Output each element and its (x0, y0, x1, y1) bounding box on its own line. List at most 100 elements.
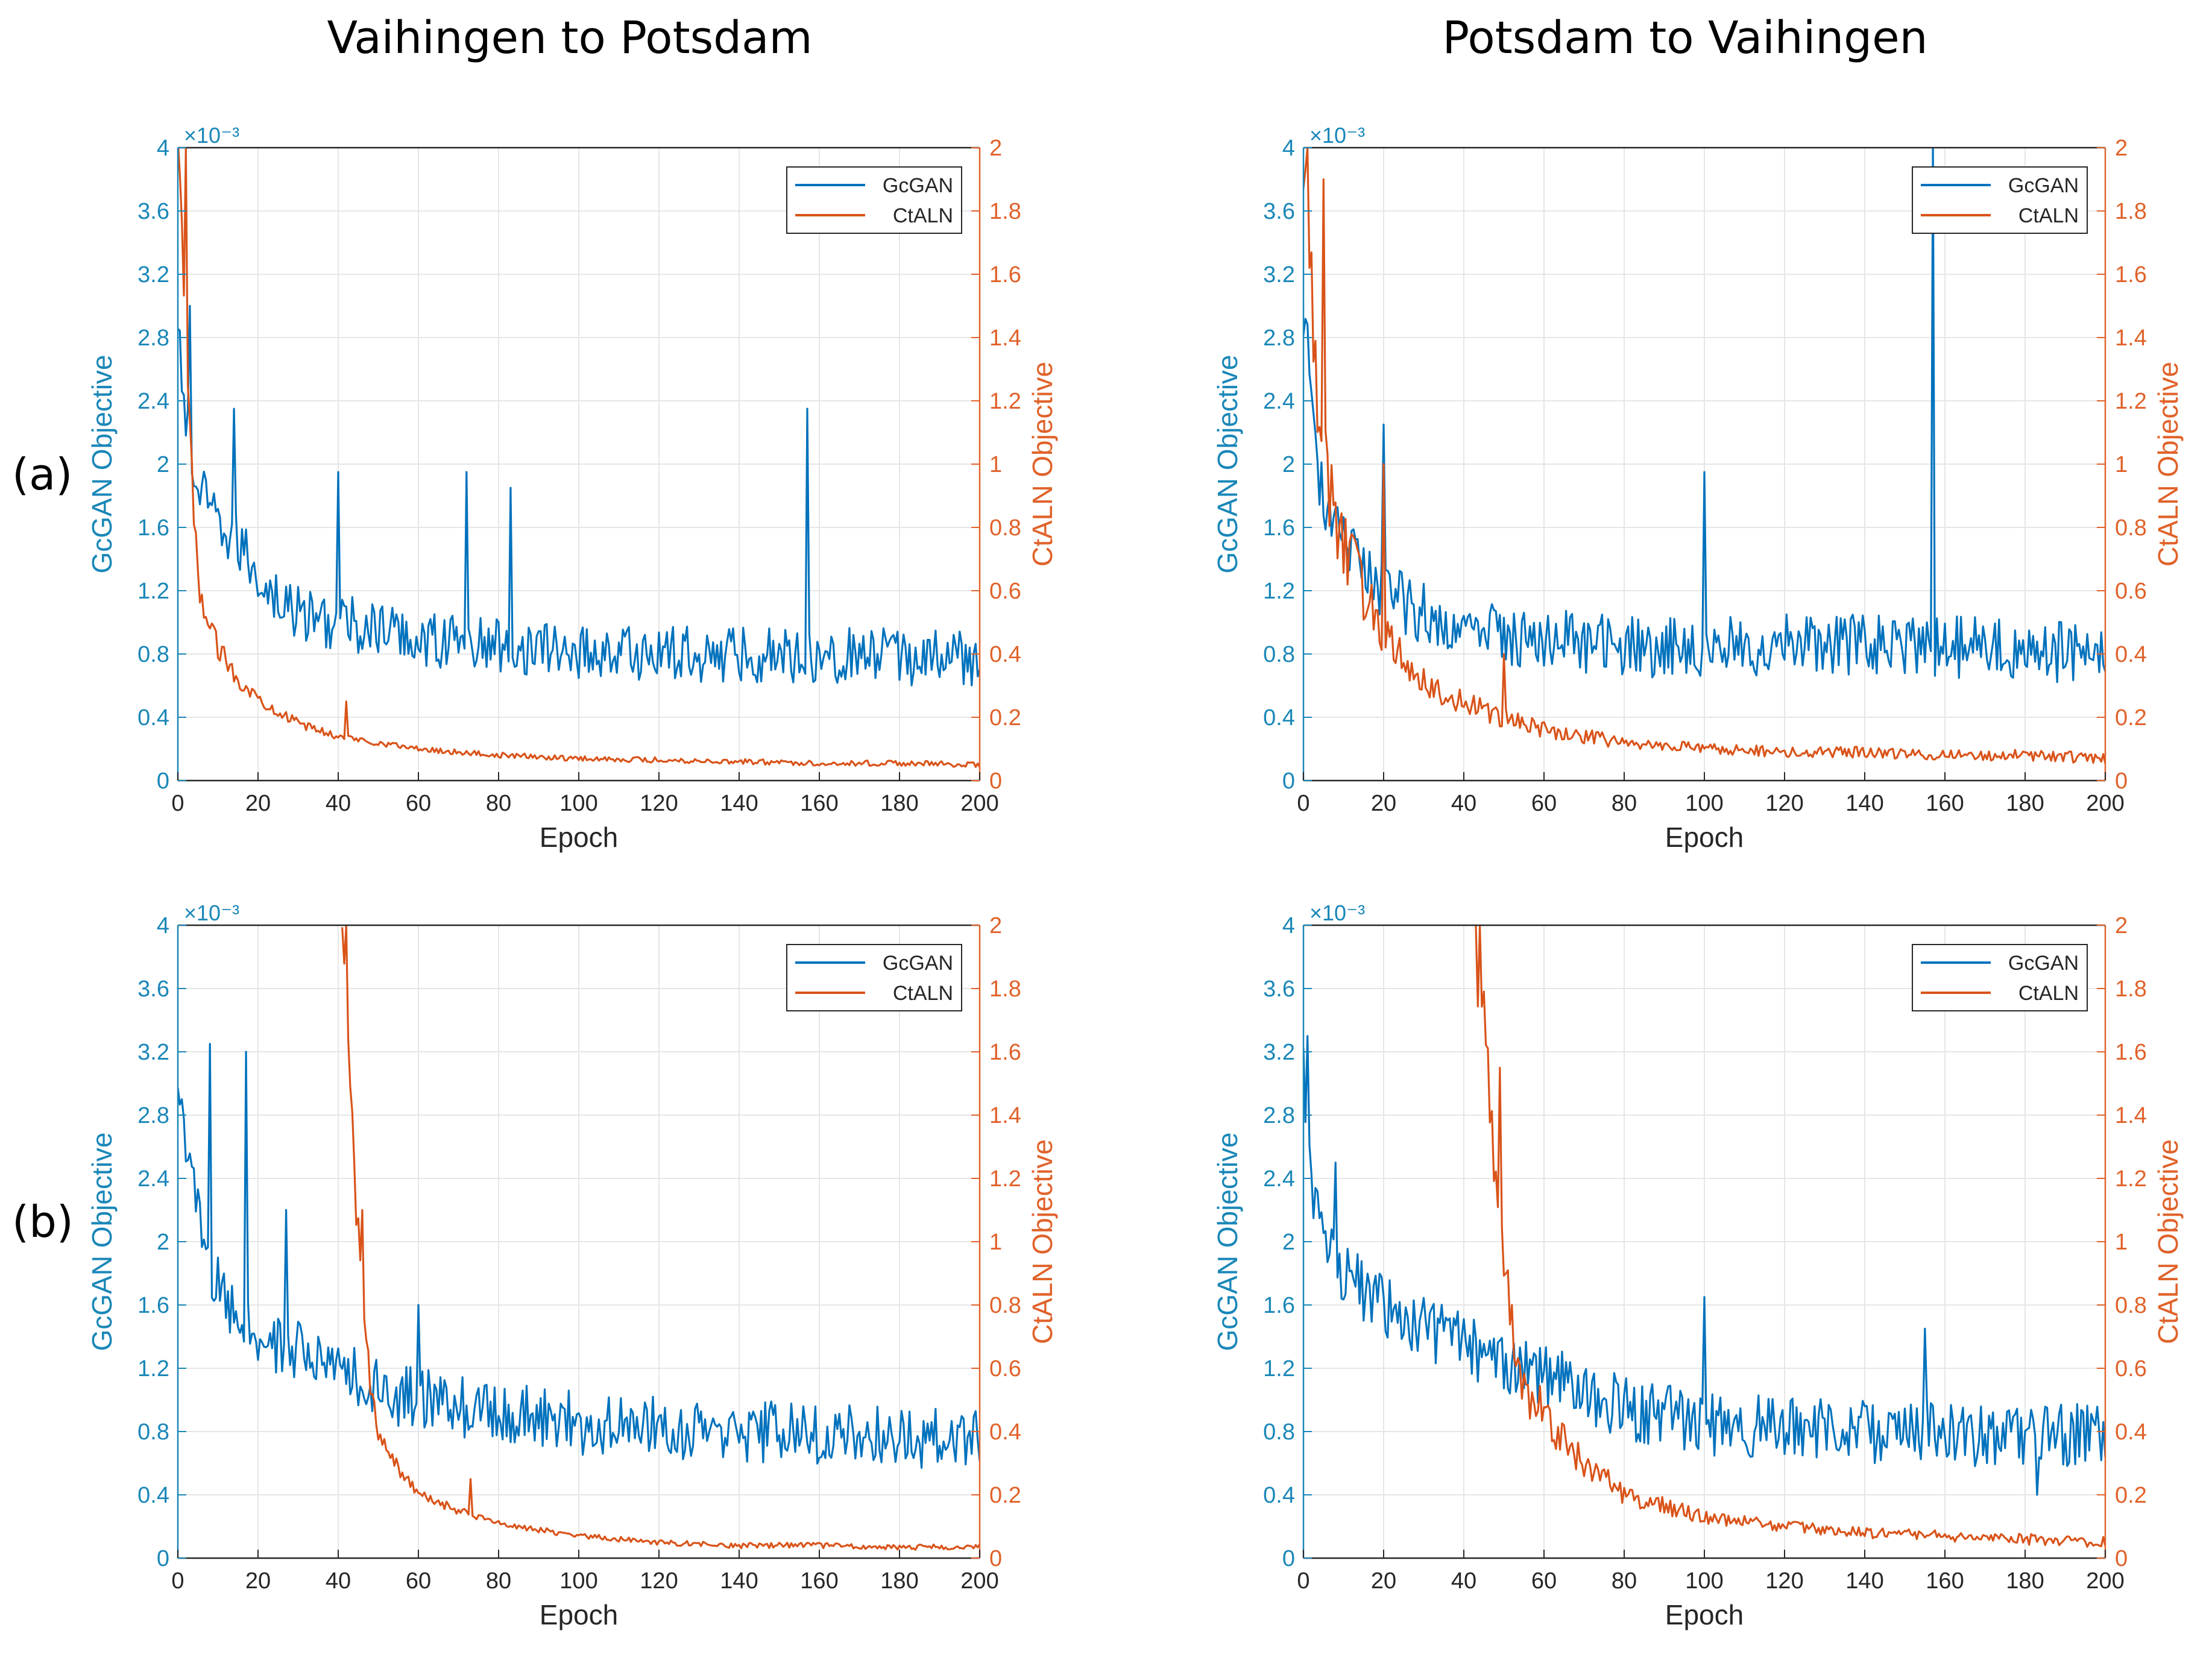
column-title-right: Potsdam to Vaihingen (1442, 12, 1928, 64)
y-tick-label-left: 2.8 (1263, 1103, 1295, 1128)
y-tick-label-left: 1.2 (1263, 579, 1295, 604)
y-tick-label-right: 0.6 (2115, 1356, 2147, 1382)
x-tick-label: 0 (1297, 791, 1309, 816)
exponent-label: ×10⁻³ (1309, 901, 1365, 925)
y-tick-label-left: 1.6 (1263, 515, 1295, 541)
x-tick-label: 20 (1371, 791, 1396, 816)
legend-box (1912, 166, 2088, 234)
y-tick-label-right: 0 (989, 1546, 1002, 1571)
y-tick-label-right: 1 (2115, 1230, 2128, 1255)
legend-label-ctaln: CtALN (893, 982, 953, 1005)
y-tick-label-right: 0.6 (989, 1356, 1021, 1382)
y-tick-label-left: 2.4 (137, 389, 169, 414)
legend-box (786, 166, 962, 234)
y-axis-label-right: CtALN Objective (1027, 362, 1058, 567)
series-line-ctaln (1475, 925, 2105, 1548)
x-tick-label: 140 (1845, 1568, 1883, 1594)
y-tick-label-left: 3.6 (137, 199, 169, 224)
x-tick-label: 200 (960, 1568, 998, 1594)
y-tick-label-right: 1.4 (989, 1103, 1021, 1128)
y-axis-label-left: GcGAN Objective (1212, 355, 1243, 574)
y-tick-label-right: 0.4 (989, 642, 1021, 667)
legend-label-ctaln: CtALN (893, 204, 953, 227)
y-tick-label-left: 4 (1282, 913, 1295, 938)
y-tick-label-left: 0.4 (137, 705, 169, 731)
legend-label-gcgan: GcGAN (2008, 174, 2079, 197)
y-tick-label-left: 3.2 (137, 1040, 169, 1065)
legend: GcGAN CtALN (786, 944, 962, 1011)
y-tick-label-left: 3.2 (1263, 1040, 1295, 1065)
y-tick-label-left: 0.8 (1263, 642, 1295, 667)
y-tick-label-right: 0.8 (989, 515, 1021, 541)
y-tick-label-left: 0.4 (1263, 705, 1295, 731)
x-tick-label: 60 (1531, 1568, 1557, 1594)
y-tick-label-left: 2.8 (1263, 325, 1295, 351)
y-tick-label-left: 2.4 (137, 1166, 169, 1192)
chart-b-right: 0 20 40 60 80 100 120 140 160 180 20000.40.81.21.6… (1212, 901, 2184, 1630)
series-line-ctaln (341, 925, 980, 1551)
y-tick-label-right: 0.8 (989, 1293, 1021, 1318)
x-tick-label: 200 (960, 791, 998, 816)
x-tick-label: 140 (720, 1568, 758, 1594)
y-tick-label-left: 3.6 (1263, 199, 1295, 224)
x-tick-label: 80 (1612, 791, 1637, 816)
y-tick-label-right: 1.8 (2115, 199, 2147, 224)
series-line-gcgan (1303, 1035, 2105, 1496)
x-tick-label: 120 (640, 791, 678, 816)
y-tick-label-left: 4 (157, 136, 169, 161)
y-tick-label-right: 1 (2115, 452, 2128, 477)
y-tick-label-left: 4 (1282, 136, 1295, 161)
y-tick-label-right: 0.4 (2115, 642, 2147, 667)
legend-label-gcgan: GcGAN (883, 952, 953, 975)
y-tick-label-right: 1 (989, 1230, 1002, 1255)
x-tick-label: 60 (406, 791, 431, 816)
legend-box (786, 944, 962, 1011)
y-tick-label-right: 0.8 (2115, 1293, 2147, 1318)
y-tick-label-left: 0.8 (137, 1419, 169, 1445)
legend-label-ctaln: CtALN (2018, 204, 2079, 227)
y-tick-label-left: 2.4 (1263, 389, 1295, 414)
y-tick-label-left: 2.8 (137, 325, 169, 351)
x-tick-label: 60 (406, 1568, 431, 1594)
x-tick-label: 160 (1926, 1568, 1964, 1594)
x-tick-label: 160 (1926, 791, 1964, 816)
y-tick-label-left: 2 (1282, 452, 1295, 477)
y-tick-label-left: 1.2 (137, 579, 169, 604)
y-tick-label-left: 0 (157, 769, 169, 794)
y-tick-label-right: 1 (989, 452, 1002, 477)
y-tick-label-left: 2 (1282, 1230, 1295, 1255)
x-tick-label: 0 (171, 791, 184, 816)
y-tick-label-right: 2 (2115, 913, 2128, 938)
row-label-a: (a) (12, 449, 73, 500)
y-tick-label-right: 0 (2115, 769, 2128, 794)
y-axis-label-right: CtALN Objective (2152, 1139, 2184, 1344)
y-tick-label-right: 0 (989, 769, 1002, 794)
y-tick-label-right: 1.4 (2115, 325, 2147, 351)
y-tick-label-right: 1.6 (2115, 262, 2147, 288)
y-tick-label-left: 1.2 (137, 1356, 169, 1382)
x-tick-label: 120 (640, 1568, 678, 1594)
x-tick-label: 180 (2006, 1568, 2044, 1594)
y-tick-label-right: 1.8 (989, 976, 1021, 1002)
chart-a-left: 0 20 40 60 80 100 120 140 160 180 20000.40.81.21.6… (86, 123, 1058, 853)
chart-a-right: 0 20 40 60 80 100 120 140 160 180 20000.40.81.21.6… (1212, 123, 2184, 853)
x-tick-label: 80 (486, 1568, 511, 1594)
y-tick-label-left: 2 (157, 452, 169, 477)
y-axis-label-left: GcGAN Objective (1212, 1133, 1243, 1351)
x-tick-label: 180 (2006, 791, 2044, 816)
x-tick-label: 140 (1845, 791, 1883, 816)
y-tick-label-left: 2 (157, 1230, 169, 1255)
y-tick-label-right: 0.8 (2115, 515, 2147, 541)
y-axis-label-right: CtALN Objective (2152, 362, 2184, 567)
y-tick-label-right: 2 (989, 136, 1002, 161)
exponent-label: ×10⁻³ (184, 901, 239, 925)
x-tick-label: 160 (800, 791, 838, 816)
x-tick-label: 60 (1531, 791, 1557, 816)
x-tick-label: 120 (1765, 791, 1803, 816)
y-tick-label-right: 1.2 (2115, 1166, 2147, 1192)
legend: GcGAN CtALN (1912, 944, 2088, 1011)
y-tick-label-right: 0.2 (2115, 1483, 2147, 1508)
x-tick-label: 80 (486, 791, 511, 816)
y-tick-label-left: 1.6 (137, 1293, 169, 1318)
